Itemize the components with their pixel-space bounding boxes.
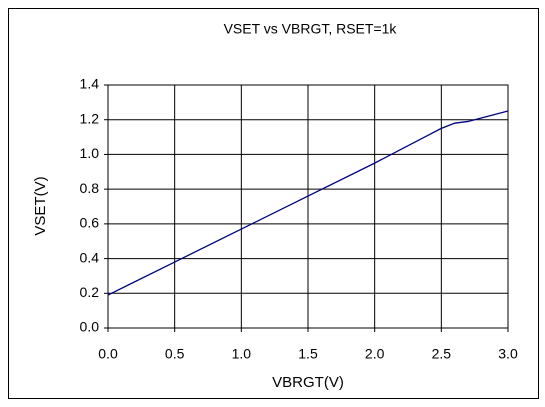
y-axis-label: VSET(V) (32, 176, 49, 235)
x-tick-label: 2.0 (365, 346, 385, 362)
plot-frame (107, 84, 509, 329)
x-tick-label: 1.0 (232, 346, 252, 362)
y-tick-label: 0.2 (80, 284, 100, 300)
x-tick-label: 0.0 (98, 346, 118, 362)
y-tick-label: 1.4 (80, 76, 100, 92)
y-tick-label: 0.6 (80, 215, 100, 231)
x-tick-label: 3.0 (498, 346, 518, 362)
data-line (107, 110, 509, 296)
x-axis-label: VBRGT(V) (272, 374, 344, 391)
y-tick-label: 0.0 (80, 319, 100, 335)
x-tick-label: 2.5 (432, 346, 452, 362)
x-tick-label: 0.5 (165, 346, 185, 362)
chart-title: VSET vs VBRGT, RSET=1k (224, 21, 398, 37)
chart-border (8, 8, 539, 399)
y-tick-label: 1.2 (80, 110, 100, 126)
x-tick-label: 1.5 (298, 346, 318, 362)
y-tick-label: 0.8 (80, 180, 100, 196)
y-tick-label: 0.4 (80, 249, 100, 265)
y-tick-label: 1.0 (80, 145, 100, 161)
